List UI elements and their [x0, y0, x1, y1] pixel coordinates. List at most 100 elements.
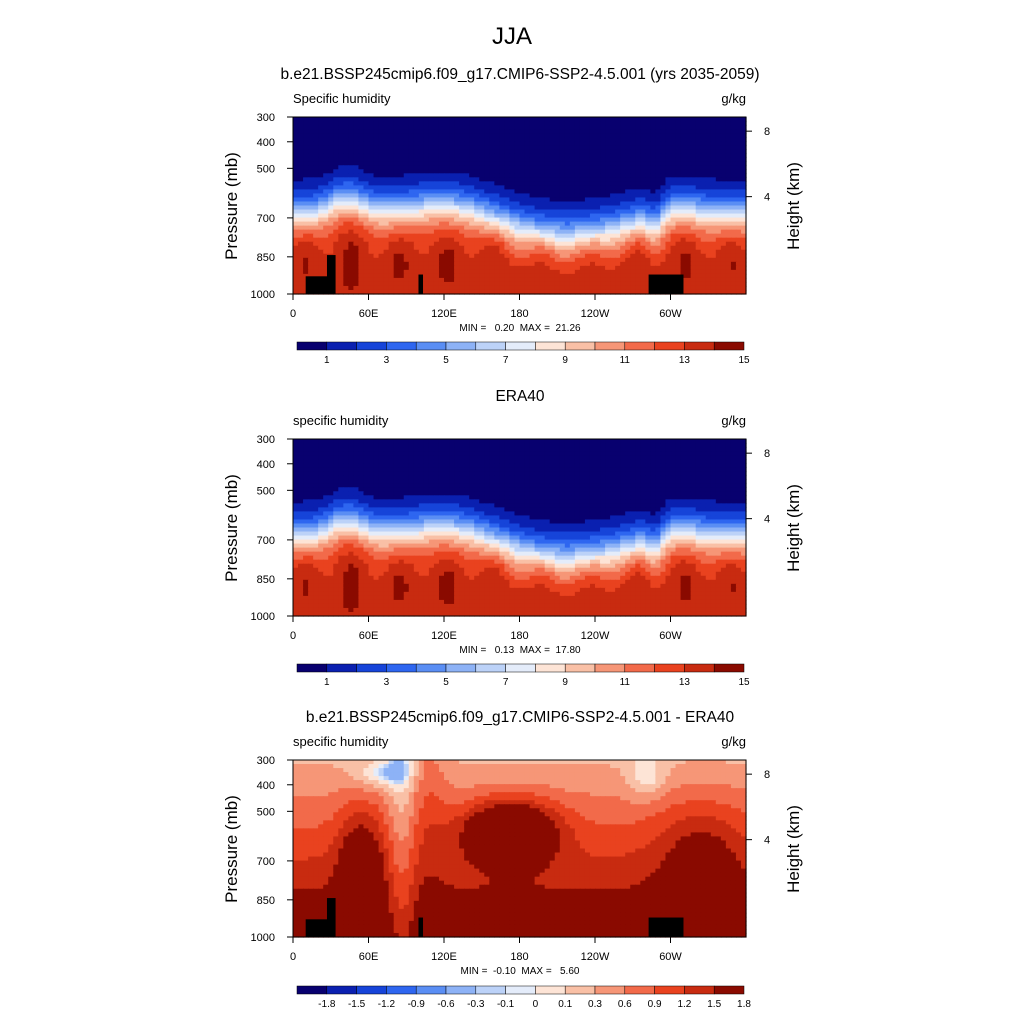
heatmap-cell	[535, 206, 541, 211]
heatmap-cell	[706, 475, 712, 480]
heatmap-cell	[333, 185, 339, 190]
heatmap-cell	[726, 206, 732, 211]
heatmap-cell	[404, 157, 410, 162]
heatmap-cell	[293, 161, 299, 166]
heatmap-cell	[716, 455, 722, 460]
colorbar-label: 7	[503, 355, 509, 366]
heatmap-cell	[625, 169, 631, 174]
heatmap-cell	[499, 463, 505, 468]
heatmap-cell	[313, 129, 319, 134]
heatmap-cell	[550, 471, 556, 476]
heatmap-cell	[665, 210, 671, 215]
heatmap-cell	[630, 141, 636, 146]
heatmap-cell	[303, 210, 309, 215]
heatmap-cell	[514, 206, 520, 211]
heatmap-cell	[404, 238, 410, 243]
heatmap-cell	[520, 218, 526, 223]
heatmap-cell	[620, 274, 626, 279]
heatmap-cell	[308, 218, 314, 223]
heatmap-cell	[530, 230, 536, 235]
heatmap-cell	[540, 238, 546, 243]
heatmap-cell	[308, 234, 314, 239]
heatmap-cell	[348, 439, 354, 444]
heatmap-cell	[419, 262, 425, 267]
heatmap-cell	[358, 121, 364, 126]
heatmap-cell	[369, 157, 375, 162]
heatmap-cell	[535, 443, 541, 448]
heatmap-cell	[711, 157, 717, 162]
heatmap-cell	[570, 197, 576, 202]
heatmap-cell	[635, 201, 641, 206]
heatmap-cell	[645, 189, 651, 194]
heatmap-cell	[374, 173, 380, 178]
heatmap-cell	[535, 270, 541, 275]
heatmap-cell	[560, 467, 566, 472]
heatmap-cell	[736, 222, 742, 227]
heatmap-cell	[696, 193, 702, 198]
heatmap-cell	[489, 443, 495, 448]
heatmap-cell	[494, 129, 500, 134]
heatmap-cell	[565, 129, 571, 134]
heatmap-cell	[409, 258, 415, 263]
heatmap-cell	[590, 125, 596, 130]
heatmap-cell	[671, 129, 677, 134]
heatmap-cell	[665, 214, 671, 219]
heatmap-cell	[525, 133, 531, 138]
heatmap-cell	[464, 117, 470, 122]
heatmap-cell	[696, 439, 702, 444]
heatmap-cell	[570, 218, 576, 223]
heatmap-cell	[313, 201, 319, 206]
heatmap-cell	[429, 439, 435, 444]
heatmap-cell	[439, 189, 445, 194]
heatmap-cell	[369, 475, 375, 480]
heatmap-cell	[424, 459, 430, 464]
heatmap-cell	[560, 258, 566, 263]
heatmap-cell	[560, 230, 566, 235]
heatmap-cell	[585, 210, 591, 215]
heatmap-cell	[535, 467, 541, 472]
heatmap-cell	[525, 266, 531, 271]
heatmap-cell	[701, 274, 707, 279]
heatmap-cell	[439, 479, 445, 484]
heatmap-cell	[731, 133, 737, 138]
heatmap-cell	[409, 282, 415, 287]
heatmap-cell	[650, 189, 656, 194]
heatmap-cell	[575, 459, 581, 464]
heatmap-cell	[484, 117, 490, 122]
heatmap-cell	[414, 475, 420, 480]
heatmap-cell	[363, 222, 369, 227]
heatmap-cell	[384, 230, 390, 235]
heatmap-cell	[474, 189, 480, 194]
heatmap-cell	[429, 266, 435, 271]
heatmap-cell	[736, 250, 742, 255]
panel-2-variable-label: specific humidity	[293, 413, 389, 428]
heatmap-cell	[363, 286, 369, 291]
heatmap-cell	[736, 451, 742, 456]
heatmap-cell	[530, 197, 536, 202]
heatmap-cell	[665, 117, 671, 122]
heatmap-cell	[509, 250, 515, 255]
heatmap-cell	[404, 141, 410, 146]
heatmap-cell	[650, 165, 656, 170]
heatmap-cell	[464, 266, 470, 271]
heatmap-cell	[509, 451, 515, 456]
heatmap-cell	[419, 197, 425, 202]
heatmap-cell	[731, 129, 737, 134]
heatmap-cell	[333, 189, 339, 194]
heatmap-cell	[459, 459, 465, 464]
heatmap-cell	[585, 455, 591, 460]
heatmap-cell	[419, 165, 425, 170]
panel-2-title: ERA40	[495, 388, 544, 405]
heatmap-cell	[369, 250, 375, 255]
heatmap-cell	[323, 133, 329, 138]
heatmap-cell	[655, 177, 661, 182]
heatmap-cell	[338, 467, 344, 472]
heatmap-cell	[414, 218, 420, 223]
heatmap-cell	[353, 117, 359, 122]
heatmap-cell	[464, 226, 470, 231]
heatmap-cell	[681, 161, 687, 166]
heatmap-cell	[615, 121, 621, 126]
heatmap-cell	[635, 246, 641, 251]
heatmap-cell	[575, 274, 581, 279]
heatmap-cell	[535, 266, 541, 271]
